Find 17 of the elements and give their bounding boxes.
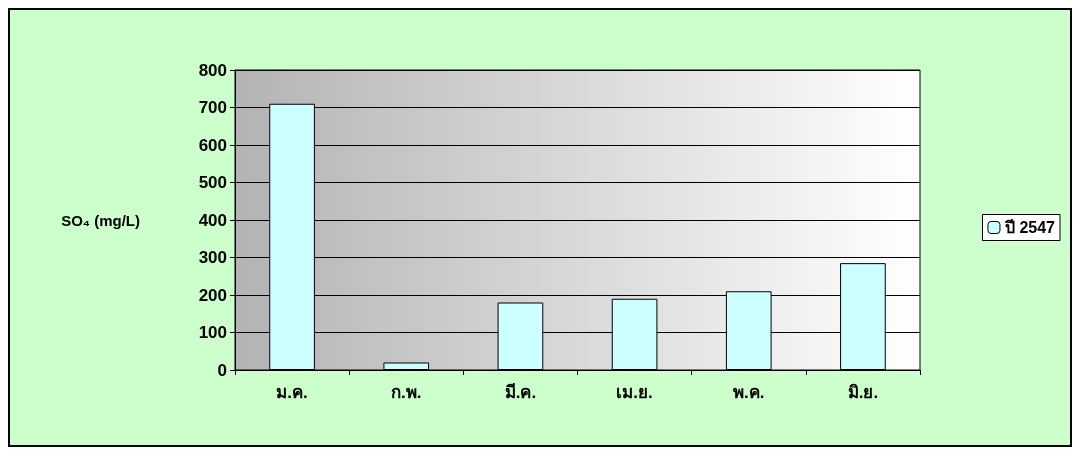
y-tick-label: 200	[198, 285, 227, 305]
x-tick-label: ม.ค.	[276, 383, 308, 402]
y-tick-label: 800	[198, 60, 227, 80]
y-tick-label: 600	[198, 135, 227, 155]
y-tick-label: 0	[217, 360, 227, 380]
y-tick-label: 400	[198, 210, 227, 230]
x-tick-label: มิ.ย.	[847, 383, 879, 402]
y-tick-label: 700	[198, 98, 227, 117]
y-axis-title: SO₄ (mg/L)	[61, 211, 140, 229]
x-tick-label: เม.ย.	[616, 383, 653, 402]
y-tick-label: 300	[198, 248, 227, 267]
x-tick-label: มี.ค.	[504, 382, 537, 402]
x-tick-label: ก.พ.	[391, 383, 422, 402]
x-tick-label: พ.ค.	[733, 383, 765, 402]
legend-label: ปี 2547	[1003, 218, 1056, 236]
y-tick-label: 100	[198, 323, 227, 342]
y-tick-label: 500	[198, 173, 227, 192]
